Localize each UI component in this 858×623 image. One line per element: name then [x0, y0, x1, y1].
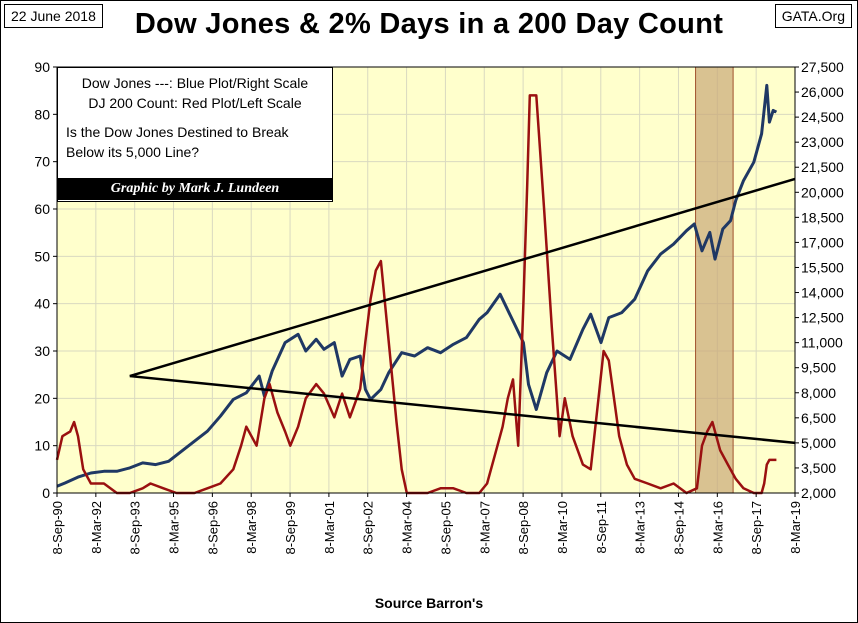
y-right-tick-label: 26,000	[801, 84, 844, 100]
series-line-count	[55, 94, 777, 495]
chart-title: Dow Jones & 2% Days in a 200 Day Count	[134, 8, 724, 40]
x-tick-label: 8-Mar-98	[244, 501, 259, 554]
x-tick-label: 8-Mar-16	[710, 501, 725, 554]
series-line-dow	[56, 83, 778, 488]
y-right-tick-label: 24,500	[801, 109, 844, 125]
y-right-tick-label: 12,500	[801, 310, 844, 326]
x-tick-label: 8-Sep-17	[749, 501, 764, 554]
y-right-tick-label: 2,000	[801, 485, 836, 501]
x-tick-label: 8-Mar-13	[633, 501, 648, 554]
y-right-tick-label: 18,500	[801, 209, 844, 225]
x-tick-label: 8-Mar-95	[167, 501, 182, 554]
legend-question: Is the Dow Jones Destined to Break Below…	[58, 113, 332, 162]
y-left-tick-label: 90	[34, 59, 50, 75]
y-right-tick-label: 21,500	[801, 159, 844, 175]
x-tick-label: 8-Sep-02	[361, 501, 376, 554]
y-right-tick-label: 9,500	[801, 360, 836, 376]
trend-line-lower	[129, 374, 796, 445]
x-tick-label: 8-Mar-19	[788, 501, 803, 554]
plot-border	[56, 66, 796, 494]
y-right-tick-label: 14,000	[801, 285, 844, 301]
x-axis-title: Source Barron's	[374, 595, 484, 611]
legend-question-line2: Below its 5,000 Line?	[66, 144, 200, 160]
x-tick-label: 8-Sep-93	[128, 501, 143, 554]
y-right-tick-label: 5,000	[801, 435, 836, 451]
x-tick-label: 8-Sep-99	[283, 501, 298, 554]
x-tick-label: 8-Sep-14	[671, 501, 686, 554]
x-tick-label: 8-Sep-08	[516, 501, 531, 554]
x-tick-label: 8-Sep-90	[50, 501, 65, 554]
x-tick-label: 8-Sep-96	[205, 501, 220, 554]
source-site-label: GATA.Org	[774, 4, 852, 28]
x-tick-label: 8-Mar-04	[400, 501, 415, 554]
y-right-tick-label: 27,500	[801, 59, 844, 75]
y-right-tick-label: 3,500	[801, 460, 836, 476]
y-right-tick-label: 8,000	[801, 385, 836, 401]
x-tick-label: 8-Mar-01	[322, 501, 337, 554]
y-left-tick-label: 0	[42, 485, 50, 501]
y-right-tick-label: 17,000	[801, 234, 844, 250]
y-left-tick-label: 70	[34, 154, 50, 170]
x-tick-label: 8-Mar-10	[555, 501, 570, 554]
y-right-tick-label: 20,000	[801, 184, 844, 200]
date-label: 22 June 2018	[4, 4, 103, 28]
y-left-tick-label: 40	[34, 296, 50, 312]
y-right-tick-label: 15,500	[801, 259, 844, 275]
y-left-tick-label: 20	[34, 390, 50, 406]
legend-question-line1: Is the Dow Jones Destined to Break	[66, 124, 289, 140]
y-left-tick-label: 50	[34, 248, 50, 264]
trend-line-upper	[129, 177, 796, 378]
x-tick-label: 8-Mar-92	[89, 501, 104, 554]
x-tick-label: 8-Sep-11	[594, 501, 609, 554]
y-right-tick-label: 23,000	[801, 134, 844, 150]
y-right-tick-label: 11,000	[801, 335, 843, 351]
credit-banner: Graphic by Mark J. Lundeen	[58, 178, 332, 200]
y-right-tick-label: 6,500	[801, 410, 836, 426]
shaded-region	[695, 66, 734, 494]
y-left-tick-label: 60	[34, 201, 50, 217]
y-left-tick-label: 10	[34, 438, 50, 454]
legend-line-count: DJ 200 Count: Red Plot/Left Scale	[88, 95, 302, 111]
x-tick-label: 8-Sep-05	[438, 501, 453, 554]
y-left-tick-label: 80	[34, 106, 50, 122]
x-tick-label: 8-Mar-07	[477, 501, 492, 554]
legend-line-dow: Dow Jones ---: Blue Plot/Right Scale	[81, 75, 309, 91]
y-left-tick-label: 30	[34, 343, 50, 359]
